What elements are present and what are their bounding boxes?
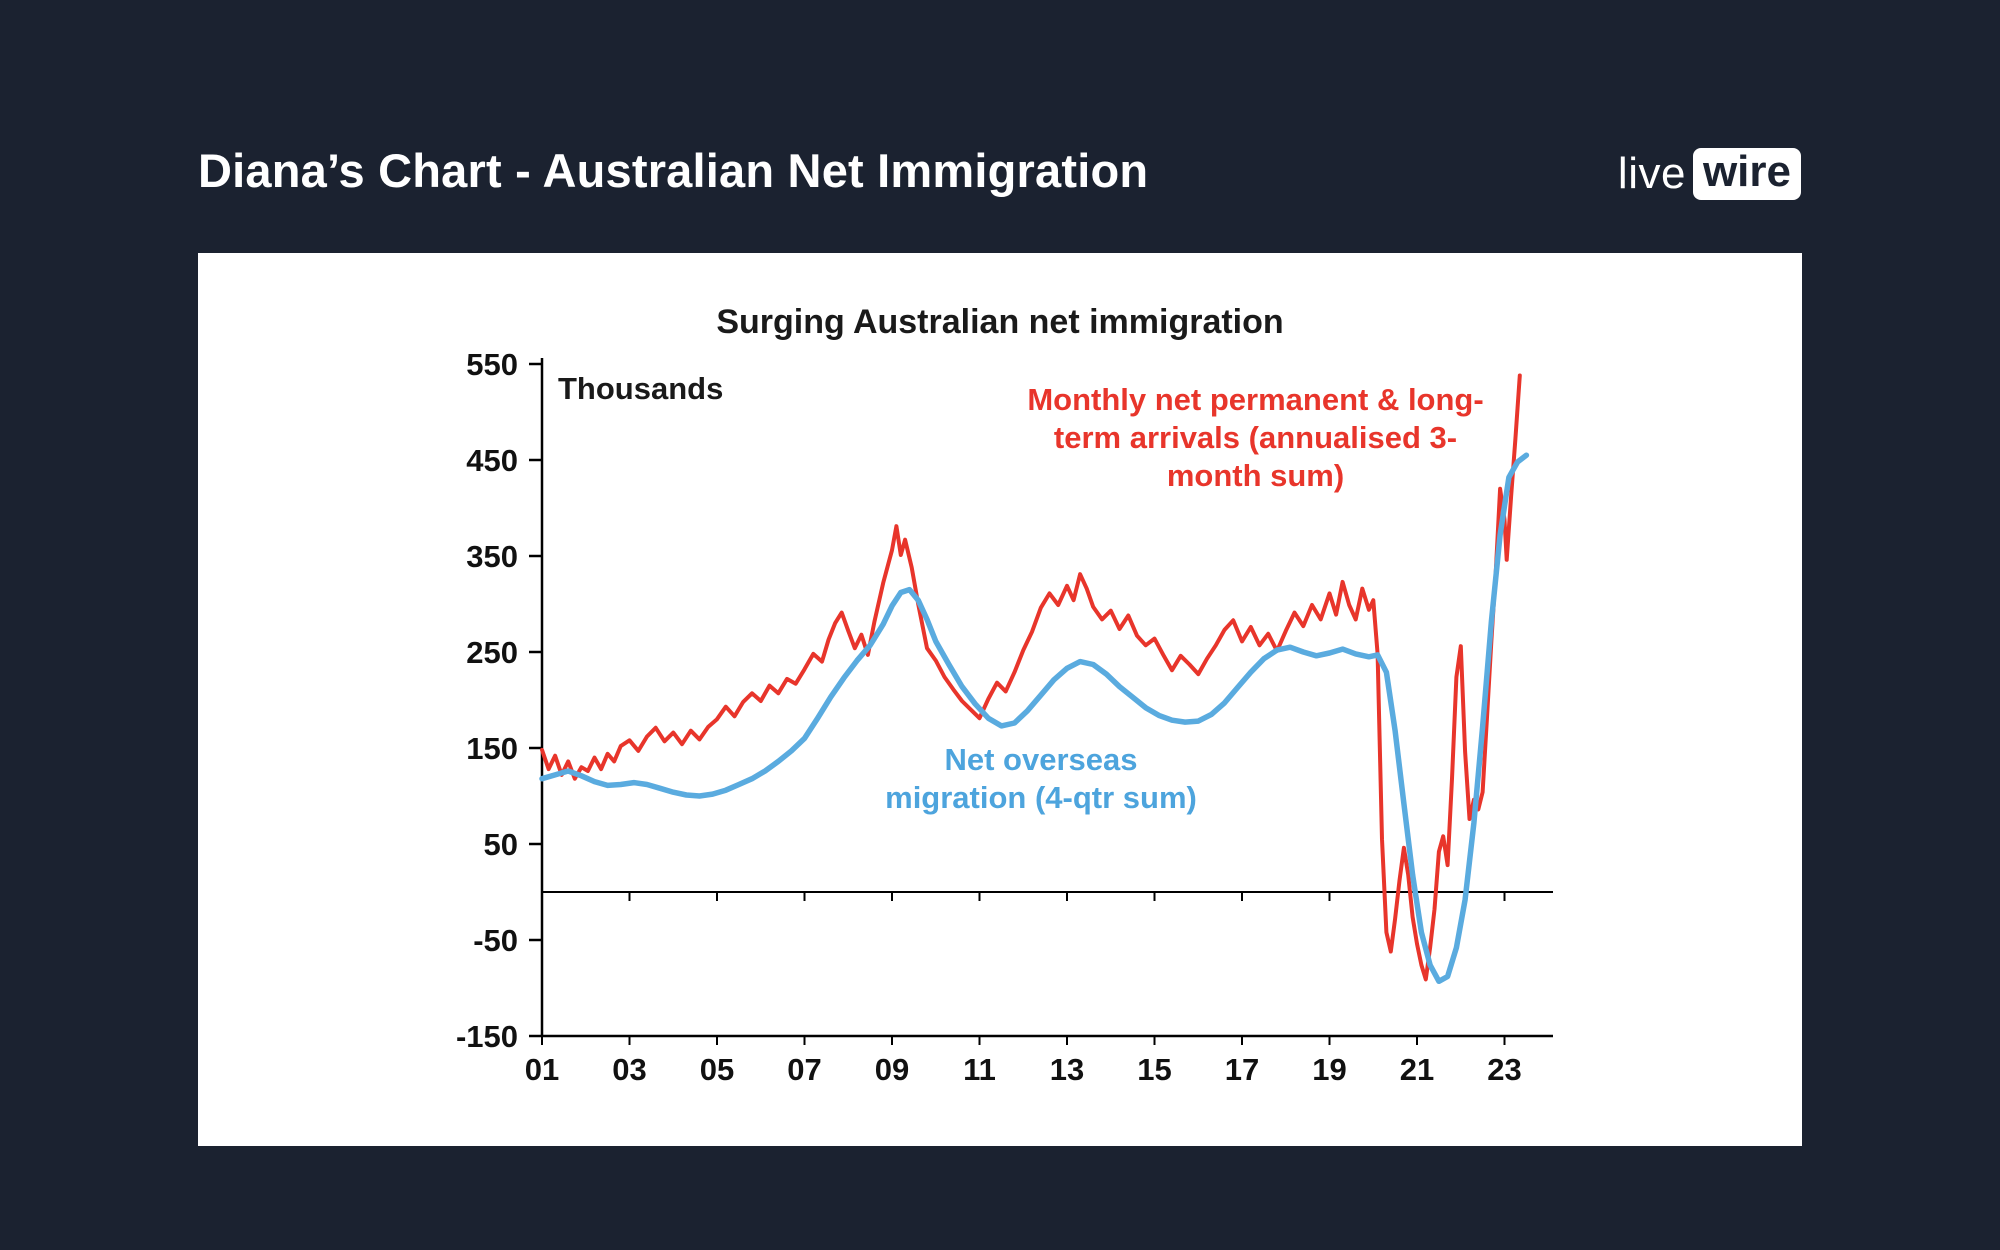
x-tick-label: 11	[963, 1052, 996, 1087]
y-tick-label: 150	[466, 731, 518, 766]
x-tick-label: 13	[1050, 1052, 1084, 1087]
x-tick-label: 09	[875, 1052, 909, 1087]
y-tick-label: 450	[466, 443, 518, 478]
y-tick-label: 350	[466, 539, 518, 574]
units-label: Thousands	[558, 371, 724, 406]
x-tick-label: 15	[1137, 1052, 1171, 1087]
x-tick-label: 21	[1400, 1052, 1434, 1087]
blue-series-label: Net overseas migration (4-qtr sum)	[885, 742, 1197, 816]
y-tick-label: 50	[484, 827, 518, 862]
x-tick-label: 19	[1312, 1052, 1346, 1087]
y-tick-label: 250	[466, 635, 518, 670]
monthly-arrivals-line	[540, 373, 1522, 982]
x-tick-label: 23	[1487, 1052, 1521, 1087]
x-tick-label: 17	[1225, 1052, 1259, 1087]
y-tick-label: 550	[466, 347, 518, 382]
livewire-logo[interactable]: live wire	[1617, 147, 1801, 201]
x-tick-label: 01	[525, 1052, 559, 1087]
livewire-logo-live: live	[1617, 149, 1686, 199]
x-tick-label: 07	[787, 1052, 821, 1087]
x-tick-label: 03	[612, 1052, 646, 1087]
page-title: Diana’s Chart - Australian Net Immigrati…	[198, 144, 1149, 197]
chart-title: Surging Australian net immigration	[716, 303, 1284, 341]
y-tick-label: -50	[473, 923, 518, 958]
livewire-logo-wire: wire	[1692, 147, 1801, 201]
y-tick-label: -150	[456, 1019, 518, 1054]
x-tick-label: 05	[700, 1052, 734, 1087]
net-overseas-migration-line	[539, 452, 1530, 985]
red-series-label: Monthly net permanent & long- term arriv…	[1027, 382, 1484, 494]
chart-card: 550 450 350 250 150 50 -50 -150 01 03 05 07 09 11 13 15…	[198, 253, 1802, 1146]
